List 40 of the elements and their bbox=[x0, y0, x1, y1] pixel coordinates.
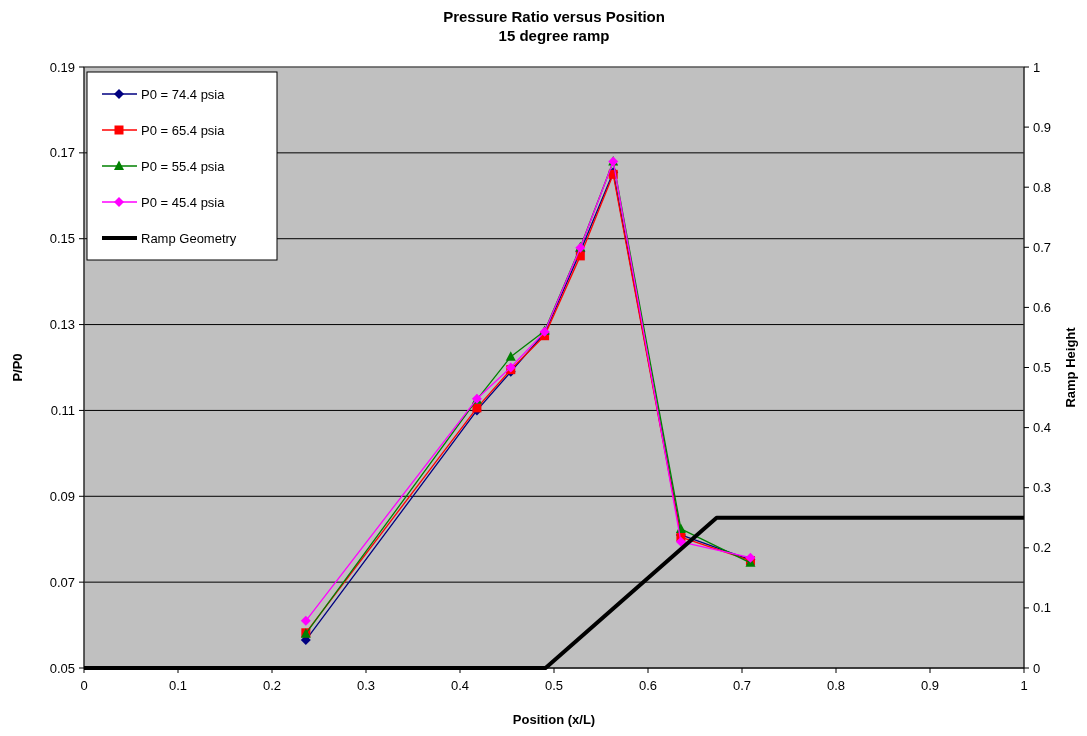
y2-tick-label: 0 bbox=[1033, 660, 1041, 676]
x-tick-label: 0 bbox=[80, 678, 88, 693]
x-tick-label: 0.6 bbox=[638, 678, 658, 693]
legend-label: P0 = 45.4 psia bbox=[141, 194, 226, 210]
y2-tick-label: 0.9 bbox=[1033, 119, 1052, 135]
x-tick-label: 0.1 bbox=[168, 678, 188, 693]
y-tick-label: 0.07 bbox=[49, 574, 75, 590]
y-tick-label: 0.13 bbox=[49, 317, 75, 333]
x-tick-label: 0.8 bbox=[826, 678, 846, 693]
y2-tick-label: 0.5 bbox=[1033, 360, 1052, 376]
y2-axis-title: Ramp Height bbox=[1063, 326, 1078, 408]
legend-label: P0 = 65.4 psia bbox=[141, 122, 226, 138]
y2-tick-label: 0.7 bbox=[1033, 239, 1052, 255]
x-tick-label: 0.4 bbox=[450, 678, 470, 693]
x-tick-label: 0.7 bbox=[732, 678, 752, 693]
x-tick-label: 0.3 bbox=[356, 678, 376, 693]
legend-label: P0 = 55.4 psia bbox=[141, 158, 226, 174]
x-tick-label: 0.9 bbox=[920, 678, 940, 693]
x-axis-title: Position (x/L) bbox=[512, 712, 596, 727]
y-tick-label: 0.05 bbox=[49, 660, 75, 676]
y2-tick-label: 0.6 bbox=[1033, 299, 1052, 315]
y-axis-title: P/P0 bbox=[10, 353, 25, 382]
chart-subtitle: 15 degree ramp bbox=[498, 27, 610, 44]
y2-tick-label: 0.4 bbox=[1033, 420, 1052, 436]
legend-label: Ramp Geometry bbox=[141, 230, 237, 246]
x-tick-label: 0.2 bbox=[262, 678, 282, 693]
y2-tick-label: 1 bbox=[1033, 59, 1041, 75]
y-tick-label: 0.11 bbox=[50, 402, 75, 418]
y2-tick-label: 0.2 bbox=[1033, 540, 1052, 556]
x-tick-label: 0.5 bbox=[544, 678, 564, 693]
y2-tick-label: 0.1 bbox=[1033, 600, 1052, 616]
y-tick-label: 0.19 bbox=[49, 59, 75, 75]
y2-tick-label: 0.8 bbox=[1033, 179, 1052, 195]
y2-tick-label: 0.3 bbox=[1033, 480, 1052, 496]
legend-label: P0 = 74.4 psia bbox=[141, 86, 226, 102]
y-tick-label: 0.17 bbox=[49, 145, 75, 161]
y-tick-label: 0.15 bbox=[49, 231, 75, 247]
y-tick-label: 0.09 bbox=[49, 488, 75, 504]
chart-title: Pressure Ratio versus Position bbox=[443, 8, 665, 25]
x-tick-label: 1 bbox=[1020, 678, 1028, 693]
